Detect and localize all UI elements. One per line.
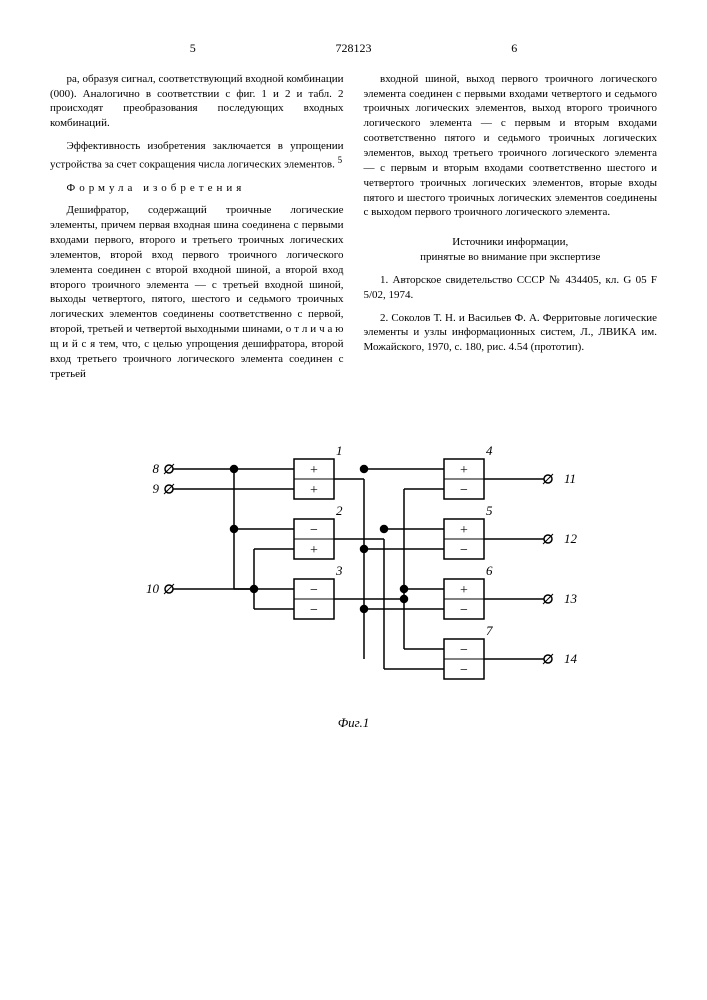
- svg-text:6: 6: [486, 563, 493, 578]
- svg-text:2: 2: [336, 503, 343, 518]
- circuit-diagram: + +1 − +2 − − 3 + − 4 + − 5 + − 6 − − 7 8 9 10 11 12 13 14 Фиг.1: [50, 429, 657, 732]
- svg-text:−: −: [460, 483, 468, 498]
- svg-text:7: 7: [486, 623, 493, 638]
- source-item: 2. Соколов Т. Н. и Васильев Ф. А. Феррит…: [364, 311, 658, 356]
- svg-text:8: 8: [152, 461, 159, 476]
- page-header: 5 728123 6: [50, 40, 657, 57]
- svg-text:−: −: [460, 643, 468, 658]
- svg-text:3: 3: [335, 563, 343, 578]
- page-number-right: 6: [372, 40, 658, 57]
- left-column: ра, образуя сигнал, соответствующий вход…: [50, 72, 344, 390]
- svg-text:4: 4: [486, 443, 493, 458]
- svg-text:−: −: [310, 583, 318, 598]
- svg-text:13: 13: [564, 591, 578, 606]
- svg-text:5: 5: [486, 503, 493, 518]
- document-number: 728123: [336, 40, 372, 57]
- figure-label: Фиг.1: [50, 714, 657, 732]
- formula-heading: Формула изобретения: [50, 181, 344, 196]
- svg-text:+: +: [310, 463, 318, 478]
- svg-text:+: +: [310, 483, 318, 498]
- paragraph: ра, образуя сигнал, соответствующий вход…: [50, 72, 344, 131]
- svg-text:−: −: [460, 543, 468, 558]
- paragraph: входной шиной, выход первого троичного л…: [364, 72, 658, 220]
- svg-text:−: −: [460, 603, 468, 618]
- svg-text:10: 10: [146, 581, 160, 596]
- right-column: входной шиной, выход первого троичного л…: [364, 72, 658, 390]
- text-columns: ра, образуя сигнал, соответствующий вход…: [50, 72, 657, 390]
- svg-text:+: +: [460, 583, 468, 598]
- svg-text:−: −: [310, 603, 318, 618]
- page-number-left: 5: [50, 40, 336, 57]
- svg-text:+: +: [310, 543, 318, 558]
- svg-text:−: −: [460, 663, 468, 678]
- svg-text:9: 9: [152, 481, 159, 496]
- svg-text:+: +: [460, 523, 468, 538]
- svg-text:11: 11: [564, 471, 576, 486]
- svg-text:14: 14: [564, 651, 578, 666]
- diagram-svg: + +1 − +2 − − 3 + − 4 + − 5 + − 6 − − 7 8 9 10 11 12 13 14: [124, 429, 584, 709]
- svg-text:+: +: [460, 463, 468, 478]
- svg-text:−: −: [310, 523, 318, 538]
- sources-heading: Источники информации, принятые во вниман…: [364, 235, 658, 265]
- paragraph: Эффективность изобретения заключается в …: [50, 139, 344, 172]
- paragraph: Дешифратор, содержащий троичные логическ…: [50, 203, 344, 381]
- source-item: 1. Авторское свидетельство СССР № 434405…: [364, 273, 658, 303]
- svg-text:1: 1: [336, 443, 343, 458]
- line-marker: 5: [338, 155, 343, 165]
- svg-text:12: 12: [564, 531, 578, 546]
